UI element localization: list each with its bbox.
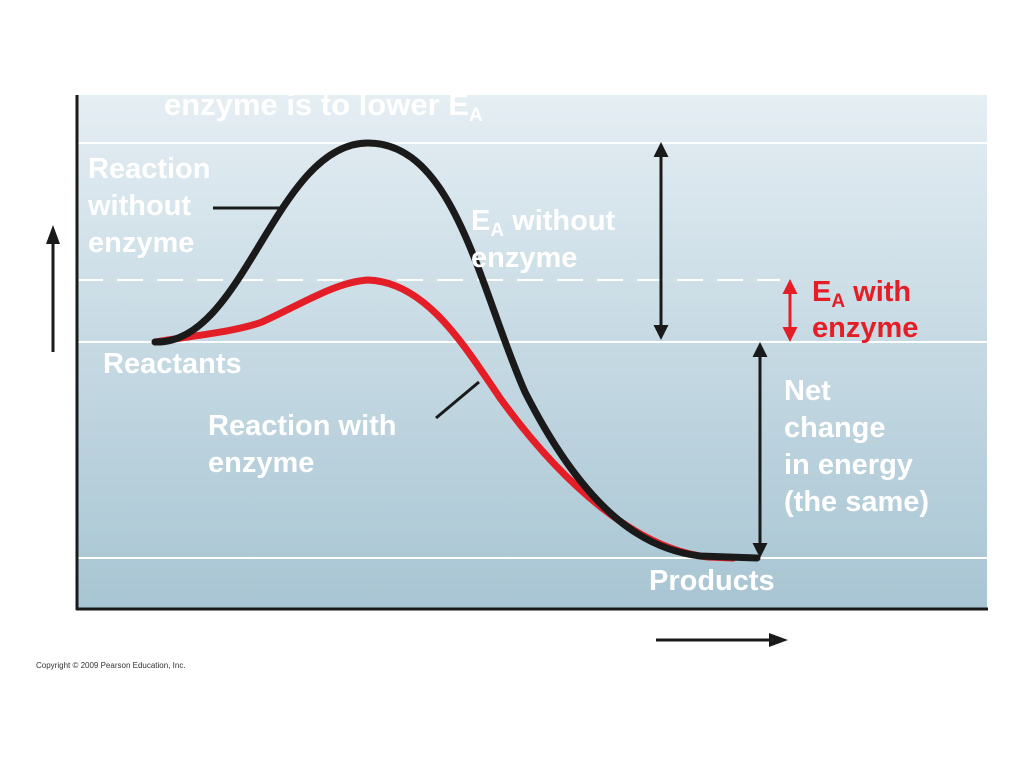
arrow-right-icon — [656, 633, 788, 647]
products-label: Products — [649, 565, 775, 597]
net-change-line-2: change — [784, 412, 886, 444]
net-change-line-3: in energy — [784, 449, 913, 481]
reaction-without-enzyme-line-2: without — [88, 190, 192, 222]
reaction-without-enzyme-curve — [151, 139, 761, 562]
partial-title: enzyme is to lower EA — [164, 87, 483, 126]
ea-without-enzyme-line-2: enzyme — [471, 242, 578, 274]
plot-area — [77, 95, 987, 609]
reaction-without-enzyme-line-3: enzyme — [88, 227, 195, 259]
reaction-with-enzyme-leader — [435, 380, 480, 420]
reactants-label: Reactants — [103, 348, 242, 380]
ea-with-enzyme-line-2: enzyme — [812, 312, 919, 344]
ea-without-enzyme-line-1: EA without — [471, 205, 616, 241]
net-change-line-4: (the same) — [784, 486, 930, 518]
arrow-up-icon — [46, 225, 60, 352]
reaction-with-enzyme-line-2: enzyme — [208, 447, 315, 479]
reaction-with-enzyme-line-1: Reaction with — [208, 410, 397, 442]
ea-with-enzyme-line-1: EA with — [812, 276, 912, 312]
reaction-without-enzyme-line-1: Reaction — [88, 153, 211, 185]
copyright-text: Copyright © 2009 Pearson Education, Inc. — [36, 661, 186, 670]
net-change-line-1: Net — [784, 375, 831, 407]
